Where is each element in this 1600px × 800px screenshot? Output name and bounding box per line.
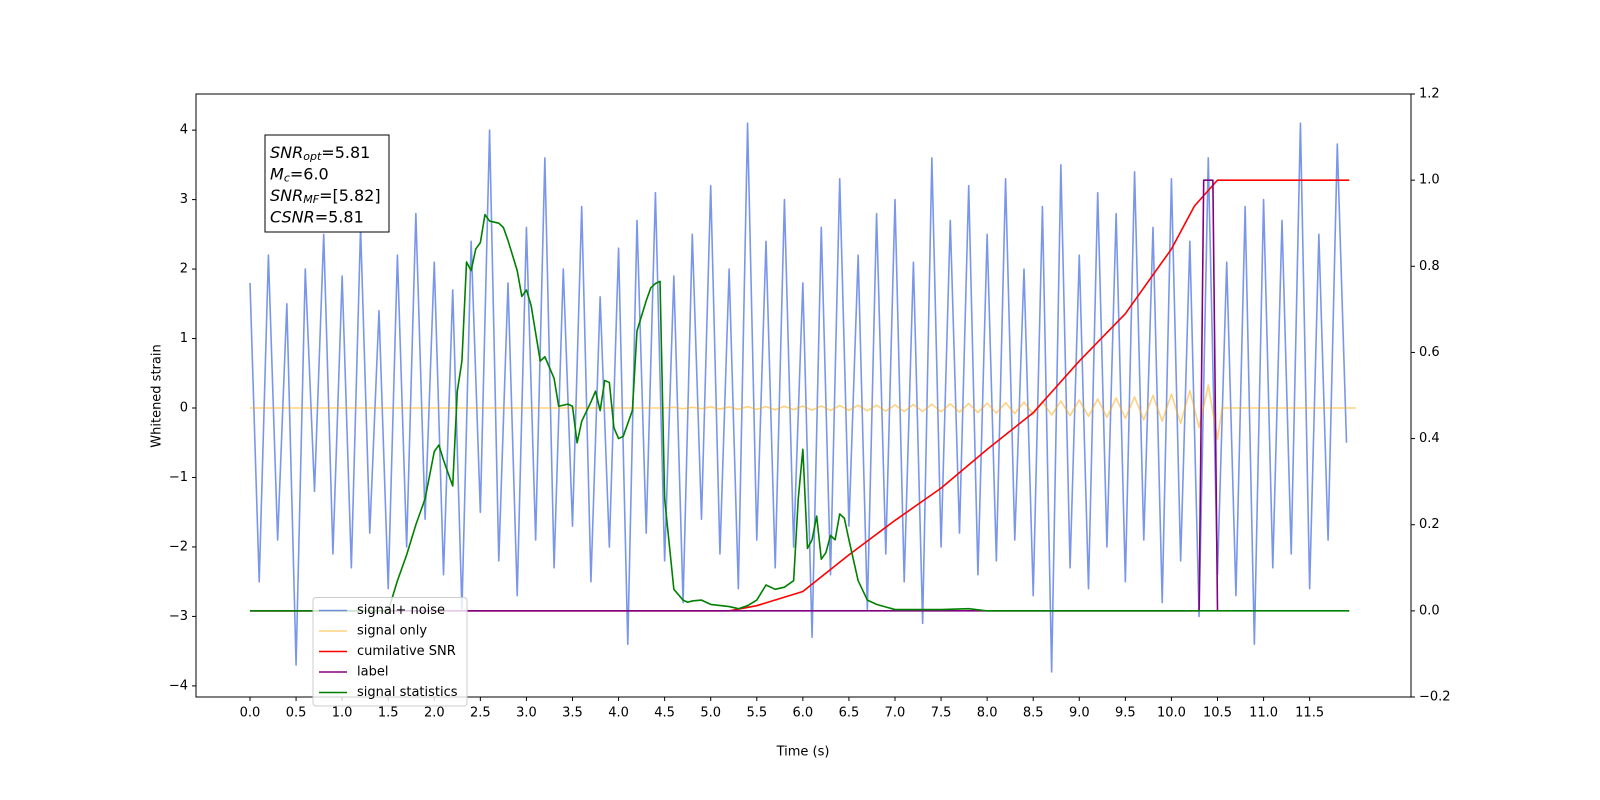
x-tick-label: 3.0 xyxy=(516,706,537,721)
annotation-value: =6.0 xyxy=(290,164,329,183)
y2-tick-label: 1.0 xyxy=(1419,173,1440,188)
x-axis-label: Time (s) xyxy=(776,745,830,760)
y-tick-label: 2 xyxy=(180,262,188,277)
x-tick-label: 1.0 xyxy=(332,706,353,721)
y-tick-label: −2 xyxy=(169,539,188,554)
annotation-subscript: opt xyxy=(303,150,322,163)
x-tick-label: 0.5 xyxy=(286,706,307,721)
series-line xyxy=(249,122,1348,673)
x-tick-label: 5.0 xyxy=(700,706,721,721)
x-tick-label: 11.5 xyxy=(1295,706,1324,721)
annotation-value: =5.81 xyxy=(321,143,370,162)
legend-label: cumilative SNR xyxy=(357,644,456,659)
x-tick-label: 8.0 xyxy=(977,706,998,721)
x-tick-label: 10.0 xyxy=(1157,706,1186,721)
y2-tick-label: 0.0 xyxy=(1419,603,1440,618)
x-tick-label: 9.0 xyxy=(1069,706,1090,721)
x-tick-label: 2.5 xyxy=(470,706,491,721)
x-tick-label: 5.5 xyxy=(746,706,767,721)
series-line xyxy=(250,384,1356,441)
y-tick-label: −4 xyxy=(169,678,188,693)
series-line xyxy=(250,179,1219,612)
plot-frame xyxy=(195,93,1412,698)
x-tick-label: 2.0 xyxy=(424,706,445,721)
x-tick-label: 3.5 xyxy=(562,706,583,721)
annotation-line: Mc=6.0 xyxy=(270,164,329,185)
annotation-subscript: c xyxy=(284,172,290,185)
y-tick-label: 0 xyxy=(180,401,188,416)
x-tick-label: 4.5 xyxy=(654,706,675,721)
y-tick-label: 4 xyxy=(180,123,188,138)
y2-tick-label: −0.2 xyxy=(1419,690,1451,705)
y2-tick-label: 0.2 xyxy=(1419,517,1440,532)
annotation-symbol: SNR xyxy=(270,143,303,162)
y2-tick-label: 0.4 xyxy=(1419,431,1440,446)
y-tick-label: 3 xyxy=(180,192,188,207)
x-tick-label: 0.0 xyxy=(240,706,261,721)
y-tick-label: −1 xyxy=(169,470,188,485)
x-tick-label: 11.0 xyxy=(1249,706,1278,721)
annotation-frame xyxy=(264,134,390,233)
annotation-line: SNRopt=5.81 xyxy=(270,143,370,164)
legend: signal+ noise signal only cumilative SNR la… xyxy=(312,597,468,707)
y2-tick-label: 1.2 xyxy=(1419,87,1440,102)
legend-label: signal+ noise xyxy=(357,603,445,618)
y2-tick-label: 0.8 xyxy=(1419,259,1440,274)
x-tick-label: 1.5 xyxy=(378,706,399,721)
annotation-symbol: M xyxy=(270,164,284,183)
x-tick-label: 6.5 xyxy=(839,706,860,721)
legend-label: signal statistics xyxy=(357,685,458,700)
legend-label: label xyxy=(357,665,388,680)
legend-frame xyxy=(312,597,468,707)
x-tick-label: 10.5 xyxy=(1203,706,1232,721)
y-tick-label: 1 xyxy=(180,331,188,346)
annotation-value: =5.81 xyxy=(315,207,364,226)
x-tick-label: 9.5 xyxy=(1115,706,1136,721)
annotation-symbol: SNR xyxy=(270,186,303,205)
x-tick-label: 4.0 xyxy=(608,706,629,721)
legend-label: signal only xyxy=(357,624,427,639)
annotation-value: =[5.82] xyxy=(319,186,381,205)
y-axis-label: Whitened strain xyxy=(150,344,165,447)
series-line xyxy=(250,213,1350,612)
y-tick-label: −3 xyxy=(169,609,188,624)
annotation-line: CSNR=5.81 xyxy=(270,207,364,226)
x-tick-label: 6.0 xyxy=(793,706,814,721)
annotation-subscript: MF xyxy=(303,193,319,206)
x-tick-label: 7.5 xyxy=(931,706,952,721)
annotation-symbol: CSNR xyxy=(270,207,315,226)
annotation-line: SNRMF=[5.82] xyxy=(270,186,381,207)
series-line xyxy=(250,179,1350,612)
x-tick-label: 8.5 xyxy=(1023,706,1044,721)
x-tick-label: 7.0 xyxy=(885,706,906,721)
y2-tick-label: 0.6 xyxy=(1419,345,1440,360)
